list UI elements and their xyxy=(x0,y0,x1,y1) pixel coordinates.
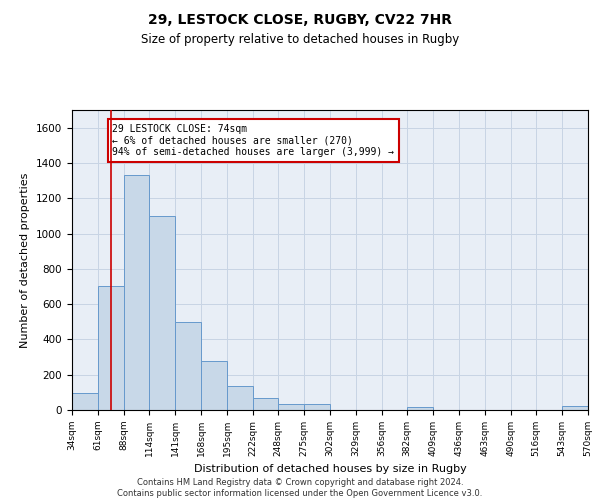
Bar xyxy=(407,408,433,410)
Bar xyxy=(72,393,98,410)
Text: 29 LESTOCK CLOSE: 74sqm
← 6% of detached houses are smaller (270)
94% of semi-de: 29 LESTOCK CLOSE: 74sqm ← 6% of detached… xyxy=(112,124,394,158)
Bar xyxy=(227,386,253,410)
Bar xyxy=(124,176,149,410)
Bar xyxy=(562,406,588,410)
Text: 29, LESTOCK CLOSE, RUGBY, CV22 7HR: 29, LESTOCK CLOSE, RUGBY, CV22 7HR xyxy=(148,12,452,26)
Bar xyxy=(253,398,278,410)
Bar xyxy=(98,286,124,410)
Bar xyxy=(175,322,201,410)
Bar xyxy=(278,404,304,410)
Text: Contains HM Land Registry data © Crown copyright and database right 2024.
Contai: Contains HM Land Registry data © Crown c… xyxy=(118,478,482,498)
Bar xyxy=(201,362,227,410)
Bar xyxy=(149,216,175,410)
Y-axis label: Number of detached properties: Number of detached properties xyxy=(20,172,31,348)
X-axis label: Distribution of detached houses by size in Rugby: Distribution of detached houses by size … xyxy=(194,464,466,474)
Bar xyxy=(304,404,330,410)
Text: Size of property relative to detached houses in Rugby: Size of property relative to detached ho… xyxy=(141,32,459,46)
